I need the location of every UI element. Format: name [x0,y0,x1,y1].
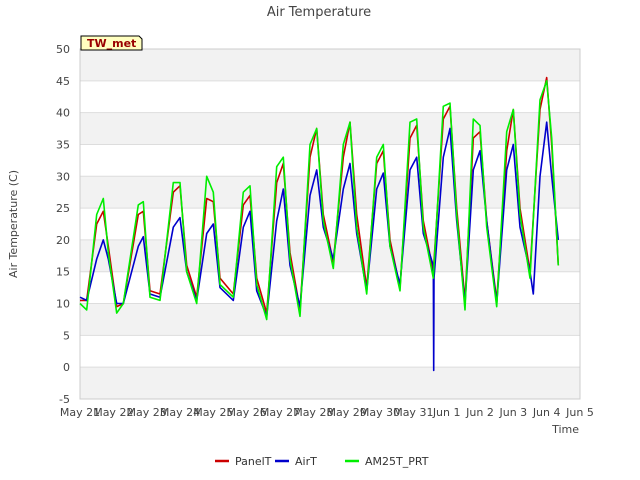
legend-label-panelt: PanelT [235,455,272,468]
series-lines [79,76,560,372]
x-tick-label: May 31 [393,406,433,419]
x-tick-label: May 30 [360,406,400,419]
plot-frame [79,48,581,400]
background-band [80,112,580,145]
background-band [80,303,580,336]
background-band [80,49,580,81]
x-tick-label: May 22 [93,406,133,419]
x-tick-label: May 25 [193,406,233,419]
x-tick-label: Jun 5 [565,406,594,419]
y-tick-label: 25 [56,202,70,215]
x-tick-label: Jun 1 [432,406,461,419]
series-line-am25t-prt [79,80,560,321]
y-tick-label: 40 [56,107,70,120]
plot-background-bands [80,49,580,399]
x-tick-label: Jun 4 [532,406,561,419]
x-tick-label: Jun 3 [498,406,527,419]
x-axis-label: Time [551,423,579,436]
x-tick-label: May 21 [60,406,100,419]
station-badge: TW_met [80,35,143,51]
y-tick-label: 50 [56,43,70,56]
x-tick-label: May 27 [260,406,300,419]
x-tick-label: May 29 [327,406,367,419]
x-tick-label: May 26 [227,406,267,419]
y-tick-label: 15 [56,266,70,279]
y-tick-label: 10 [56,298,70,311]
y-tick-label: 30 [56,170,70,183]
y-axis-label: Air Temperature (C) [7,170,20,278]
y-tick-label: -5 [59,393,70,406]
y-tick-label: 20 [56,234,70,247]
x-tick-label: Jun 2 [465,406,494,419]
chart-title: Air Temperature [267,5,371,20]
legend: PanelT AirT AM25T_PRT [215,455,429,468]
background-band [80,367,580,399]
y-tick-label: 0 [63,361,70,374]
grid-lines [80,48,580,400]
background-band [80,176,580,209]
legend-label-am25t-prt: AM25T_PRT [365,455,429,468]
x-tick-label: May 28 [293,406,333,419]
y-axis: -5 0 5 10 15 20 25 30 35 40 45 50 [56,43,70,406]
y-tick-label: 45 [56,75,70,88]
y-tick-label: 35 [56,138,70,151]
legend-label-airt: AirT [295,455,317,468]
x-tick-label: May 24 [160,406,200,419]
x-tick-label: May 23 [127,406,167,419]
y-tick-label: 5 [63,329,70,342]
station-label: TW_met [87,37,136,50]
